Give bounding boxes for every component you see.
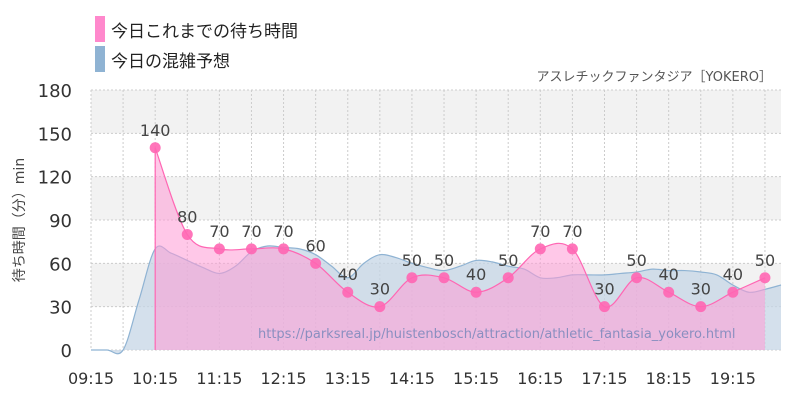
legend-swatch-actual	[95, 16, 105, 42]
actual-data-point	[149, 142, 161, 154]
x-tick-label: 18:15	[646, 369, 692, 388]
y-tick-label: 0	[61, 341, 72, 362]
y-axis-title: 待ち時間（分）min	[12, 158, 28, 282]
data-label: 50	[402, 251, 422, 270]
actual-data-point	[406, 272, 418, 284]
data-label: 70	[273, 222, 293, 241]
y-tick-label: 90	[49, 211, 72, 232]
actual-data-point	[245, 243, 257, 255]
x-tick-label: 10:15	[132, 369, 178, 388]
data-label: 40	[723, 265, 743, 284]
data-label: 40	[338, 265, 358, 284]
attraction-name: アスレチックファンタジア［YOKERO］	[536, 70, 772, 85]
legend-item-forecast[interactable]: 今日の混雑予想	[95, 44, 298, 74]
legend-swatch-forecast	[95, 46, 105, 72]
actual-data-point	[310, 257, 322, 269]
grid-band	[91, 176, 781, 220]
data-label: 30	[370, 280, 390, 299]
actual-data-point	[181, 228, 193, 240]
legend-label-forecast: 今日の混雑予想	[111, 51, 230, 72]
source-url-watermark: https://parksreal.jp/huistenbosch/attrac…	[258, 327, 736, 342]
x-tick-label: 12:15	[261, 369, 307, 388]
legend: 今日これまでの待ち時間 今日の混雑予想	[95, 14, 298, 74]
actual-data-point	[374, 301, 386, 313]
data-label: 40	[466, 265, 486, 284]
actual-data-point	[438, 272, 450, 284]
data-label: 30	[594, 280, 614, 299]
actual-data-point	[759, 272, 771, 284]
y-tick-label: 150	[38, 124, 72, 145]
actual-area	[155, 147, 765, 350]
data-label: 50	[755, 251, 775, 270]
data-label: 50	[626, 251, 646, 270]
y-tick-label: 120	[38, 168, 72, 189]
y-tick-label: 60	[49, 254, 72, 275]
actual-data-point	[631, 272, 643, 284]
data-label: 70	[209, 222, 229, 241]
legend-label-actual: 今日これまでの待ち時間	[111, 21, 298, 42]
x-tick-label: 09:15	[68, 369, 114, 388]
x-tick-label: 13:15	[325, 369, 371, 388]
y-tick-label: 30	[49, 298, 72, 319]
legend-item-actual[interactable]: 今日これまでの待ち時間	[95, 14, 298, 44]
actual-data-point	[342, 286, 354, 298]
data-label: 70	[241, 222, 261, 241]
grid-band	[91, 90, 781, 134]
data-label: 50	[498, 251, 518, 270]
data-label: 70	[562, 222, 582, 241]
data-label: 60	[305, 236, 325, 255]
data-label: 30	[691, 280, 711, 299]
actual-data-point	[534, 243, 546, 255]
data-label: 140	[140, 121, 171, 140]
y-tick-label: 180	[38, 81, 72, 102]
data-label: 80	[177, 207, 197, 226]
x-tick-label: 19:15	[710, 369, 756, 388]
actual-data-point	[598, 301, 610, 313]
x-tick-label: 11:15	[196, 369, 242, 388]
x-tick-label: 15:15	[453, 369, 499, 388]
x-tick-label: 14:15	[389, 369, 435, 388]
data-label: 40	[658, 265, 678, 284]
data-label: 70	[530, 222, 550, 241]
actual-data-point	[695, 301, 707, 313]
data-label: 50	[434, 251, 454, 270]
actual-data-point	[663, 286, 675, 298]
actual-data-point	[278, 243, 290, 255]
actual-data-point	[502, 272, 514, 284]
actual-data-point	[470, 286, 482, 298]
actual-data-point	[566, 243, 578, 255]
x-tick-label: 17:15	[581, 369, 627, 388]
actual-data-point	[727, 286, 739, 298]
actual-data-point	[213, 243, 225, 255]
x-tick-label: 16:15	[517, 369, 563, 388]
